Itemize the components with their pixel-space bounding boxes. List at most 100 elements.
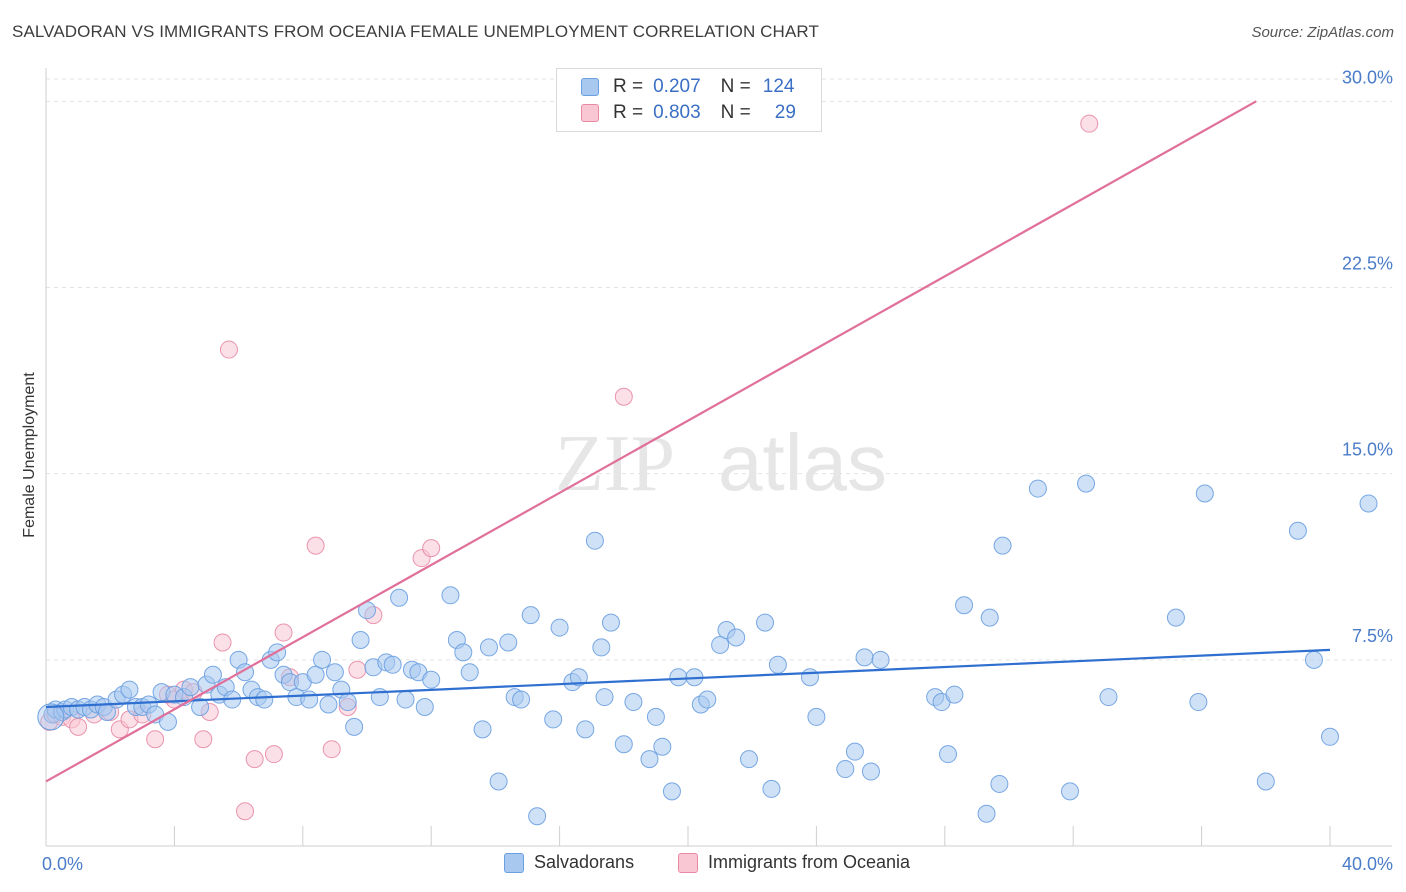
salvadoran-point-60	[441, 586, 460, 605]
watermark-atlas: atlas	[718, 418, 887, 507]
legend-row-salvadorans: R = 0.207 N = 124	[581, 75, 794, 99]
salvadoran-point-97	[768, 655, 787, 674]
salvadoran-point-23	[191, 697, 210, 716]
oceania-point-30	[422, 539, 441, 558]
watermark: ZIP atlas	[555, 418, 887, 508]
salvadoran-point-108	[945, 685, 964, 704]
salvadoran-point-41	[306, 665, 325, 684]
legend-item-oceania[interactable]: Immigrants from Oceania	[678, 852, 910, 873]
salvadoran-point-115	[1060, 782, 1079, 801]
salvadoran-point-83	[640, 750, 659, 769]
oceania-point-4	[69, 717, 88, 736]
salvadoran-point-86	[662, 782, 681, 801]
salvadoran-point-25	[203, 665, 222, 684]
salvadoran-point-104	[871, 650, 890, 669]
salvadoran-point-76	[576, 720, 595, 739]
salvadoran-point-59	[422, 670, 441, 689]
legend-swatch-oceania	[678, 852, 698, 873]
legend-swatch-salvadorans	[504, 852, 524, 873]
salvadoran-point-101	[845, 742, 864, 761]
salvadoran-point-125	[1359, 494, 1378, 513]
salvadoran-point-62	[454, 643, 473, 662]
salvadoran-point-79	[595, 688, 614, 707]
chart-title: SALVADORAN VS IMMIGRANTS FROM OCEANIA FE…	[12, 22, 819, 41]
oceania-point-24	[306, 536, 325, 555]
oceania-point-18	[219, 340, 238, 359]
salvadoran-point-33	[255, 690, 274, 709]
salvadoran-point-64	[473, 720, 492, 739]
salvadoran-point-58	[415, 697, 434, 716]
salvadoran-point-46	[338, 693, 357, 712]
salvadorans-trend-line	[45, 648, 1331, 709]
y-tick-label-1: 15.0%	[1342, 440, 1393, 460]
y-axis-label: Female Unemployment	[21, 372, 38, 538]
salvadoran-point-42	[313, 650, 332, 669]
legend-r-value: 0.803	[653, 102, 701, 123]
salvadoran-point-112	[990, 774, 1009, 793]
salvadoran-point-22	[181, 678, 200, 697]
salvadoran-point-99	[807, 707, 826, 726]
salvadoran-point-123	[1304, 650, 1323, 669]
salvadoran-point-113	[993, 536, 1012, 555]
oceania-point-25	[322, 740, 341, 759]
y-tick-label-0: 7.5%	[1352, 626, 1393, 646]
salvadoran-point-75	[569, 668, 588, 687]
salvadoran-point-114	[1028, 479, 1047, 498]
y-tick-label-2: 22.5%	[1342, 254, 1393, 274]
salvadoran-point-73	[550, 618, 569, 637]
salvadoran-point-80	[601, 613, 620, 632]
salvadoran-point-67	[499, 633, 518, 652]
salvadoran-point-70	[521, 606, 540, 625]
oceania-point-31	[614, 387, 633, 406]
salvadoran-point-65	[479, 638, 498, 657]
legend-r-label: R =	[613, 102, 644, 123]
salvadoran-point-40	[300, 690, 319, 709]
salvadoran-point-72	[544, 710, 563, 729]
salvadoran-point-47	[345, 717, 364, 736]
legend-r-label: R =	[613, 76, 644, 97]
salvadoran-point-90	[698, 690, 717, 709]
salvadoran-point-cluster	[37, 703, 65, 731]
tick-labels: 7.5% 15.0% 22.5% 30.0% 0.0% 40.0%	[42, 67, 1393, 874]
salvadoran-point-102	[855, 648, 874, 667]
salvadoran-point-111	[980, 608, 999, 627]
stats-legend: R = 0.207 N = 124 R = 0.803 N = 29	[556, 68, 822, 132]
legend-swatch-oceania	[581, 104, 599, 122]
salvadoran-point-87	[669, 668, 688, 687]
series-salvadorans-points	[37, 474, 1378, 826]
watermark-zip: ZIP	[555, 420, 675, 508]
oceania-point-17	[213, 633, 232, 652]
salvadoran-point-96	[762, 779, 781, 798]
salvadoran-point-71	[528, 807, 547, 826]
oceania-point-32	[1080, 114, 1099, 133]
oceania-point-15	[194, 730, 213, 749]
salvadoran-point-43	[319, 695, 338, 714]
series-legend: Salvadorans Immigrants from Oceania	[0, 852, 1406, 876]
oceania-trend-line	[45, 100, 1257, 783]
salvadoran-point-109	[955, 596, 974, 615]
legend-n-label: N =	[720, 76, 751, 97]
grid-lines	[46, 78, 1392, 661]
legend-label-oceania: Immigrants from Oceania	[708, 852, 911, 872]
salvadoran-point-107	[939, 745, 958, 764]
salvadoran-point-98	[800, 668, 819, 687]
chart-source: Source: ZipAtlas.com	[1251, 24, 1394, 41]
trend-lines	[45, 100, 1331, 783]
salvadoran-point-77	[585, 531, 604, 550]
salvadoran-point-84	[646, 707, 665, 726]
legend-r-value: 0.207	[653, 76, 701, 97]
salvadoran-point-124	[1321, 727, 1339, 746]
salvadoran-point-110	[977, 804, 996, 823]
salvadoran-point-66	[489, 772, 508, 791]
salvadoran-point-55	[396, 690, 415, 709]
legend-row-oceania: R = 0.803 N = 29	[581, 101, 796, 125]
salvadoran-point-100	[836, 760, 855, 779]
salvadoran-point-53	[383, 655, 402, 674]
oceania-point-21	[264, 745, 283, 764]
salvadoran-point-103	[861, 762, 880, 781]
x-tick-label-0: 0.0%	[42, 854, 83, 874]
legend-item-salvadorans[interactable]: Salvadorans	[504, 852, 634, 873]
salvadoran-point-118	[1166, 608, 1185, 627]
legend-n-value: 124	[762, 76, 795, 97]
